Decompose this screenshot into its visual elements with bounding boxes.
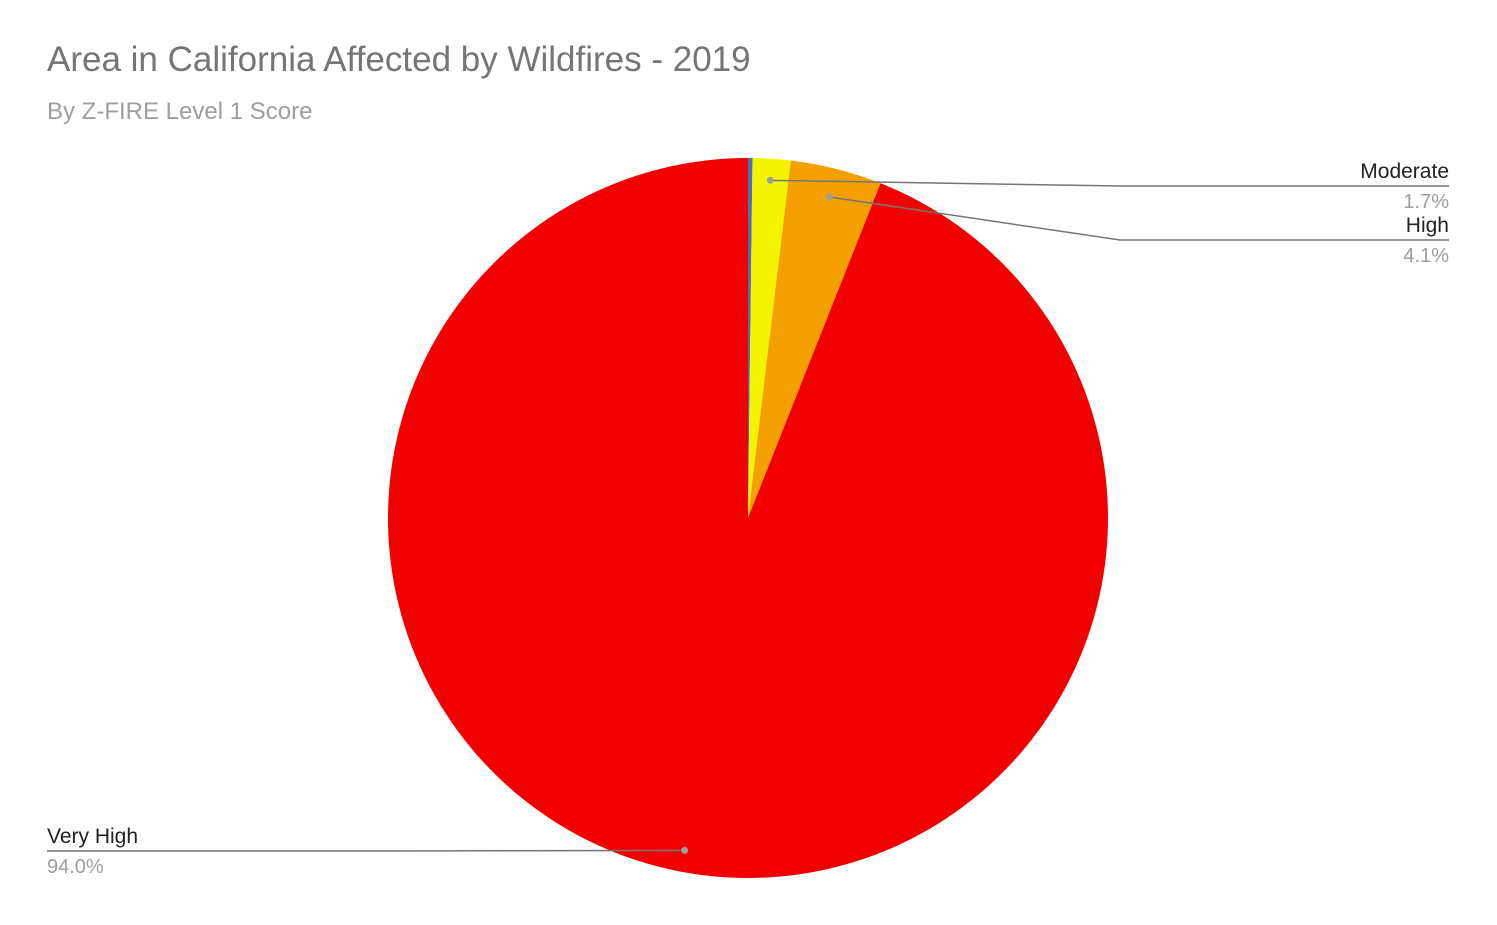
pie-slices [388,158,1108,878]
slice-percent-high: 4.1% [1403,245,1449,267]
leader-dot-high [825,193,833,201]
pie-slice-moderate [748,158,791,518]
leader-line-high [829,196,1449,241]
chart-title: Area in California Affected by Wildfires… [47,40,751,79]
pie-labels: Moderate 1.7%High 4.1% Very High 94.0% [47,160,1449,878]
pie-slice-high [748,160,881,518]
slice-percent-moderate: 1.7% [1403,191,1449,213]
leader-line-moderate [770,179,1449,187]
slice-label-very-high: Very High [47,825,138,848]
slice-label-moderate: Moderate [1360,160,1449,183]
slice-label-high: High [1406,214,1449,237]
leader-line-very-high [47,849,685,852]
leader-dot-very-high [681,846,689,854]
pie-slice-very-high [388,158,1108,878]
chart-subtitle: By Z-FIRE Level 1 Score [47,98,313,125]
pie-slice-unlabeled-0 [748,158,753,518]
leader-dot-moderate [766,176,774,184]
slice-percent-very-high: 94.0% [47,856,104,878]
